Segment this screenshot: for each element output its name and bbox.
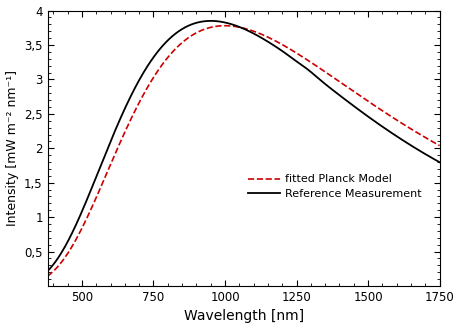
Reference Measurement	[112, 128, 118, 132]
Reference Measurement	[428, 156, 434, 160]
fitted Planck Model	[195, 30, 200, 34]
fitted Planck Model	[90, 204, 95, 208]
Line: Reference Measurement: Reference Measurement	[47, 21, 439, 271]
fitted Planck Model	[112, 151, 118, 155]
fitted Planck Model	[212, 25, 217, 29]
Reference Measurement	[45, 269, 50, 273]
fitted Planck Model	[386, 114, 392, 117]
X-axis label: Wavelength [nm]: Wavelength [nm]	[183, 310, 303, 323]
Reference Measurement	[207, 19, 213, 23]
Reference Measurement	[212, 19, 217, 23]
fitted Planck Model	[45, 274, 50, 278]
Legend: fitted Planck Model, Reference Measurement: fitted Planck Model, Reference Measureme…	[243, 170, 425, 203]
Reference Measurement	[436, 160, 442, 164]
Line: fitted Planck Model: fitted Planck Model	[47, 26, 439, 276]
Reference Measurement	[90, 185, 95, 189]
Reference Measurement	[195, 20, 200, 24]
Reference Measurement	[386, 130, 392, 134]
fitted Planck Model	[428, 139, 434, 143]
fitted Planck Model	[436, 144, 442, 148]
Y-axis label: Intensity [mW m⁻² nm⁻¹]: Intensity [mW m⁻² nm⁻¹]	[6, 70, 18, 226]
fitted Planck Model	[222, 24, 227, 28]
